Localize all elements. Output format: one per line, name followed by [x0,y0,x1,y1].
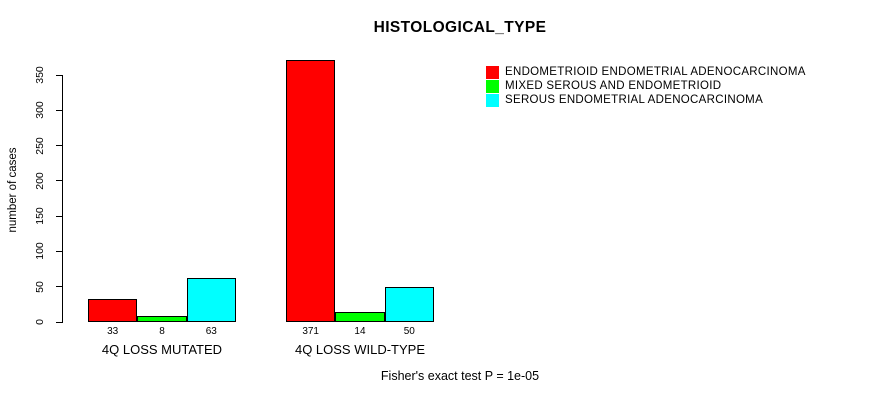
y-tick-label: 250 [34,136,46,155]
bar-value-label: 33 [107,326,119,337]
bar [186,277,236,322]
y-tick-label: 300 [34,101,46,120]
bar [286,60,336,322]
legend-label: ENDOMETRIOID ENDOMETRIAL ADENOCARCINOMA [505,66,806,78]
y-axis-label: number of cases [7,147,19,233]
chart-title: HISTOLOGICAL_TYPE [373,19,547,36]
legend-swatch [486,80,499,93]
legend-swatch [486,66,499,79]
y-tick-mark [56,215,62,217]
y-tick-mark [56,180,62,182]
bar-value-label: 8 [159,326,165,337]
y-tick-mark [56,145,62,147]
footnote: Fisher's exact test P = 1e-05 [380,369,540,383]
y-tick-label: 200 [34,172,46,190]
y-tick-label: 50 [34,280,46,293]
bar-value-label: 50 [403,326,415,337]
y-axis-line [62,75,63,323]
bar-value-label: 14 [354,326,366,337]
y-tick-mark [56,286,62,288]
bar [384,286,434,322]
y-tick-label: 350 [34,66,46,84]
legend-swatch [486,94,499,107]
y-tick-label: 100 [34,242,46,261]
y-tick-label: 0 [34,319,46,325]
bar [335,312,385,322]
y-tick-mark [56,250,62,252]
y-tick-mark [56,321,62,323]
y-tick-label: 150 [34,207,46,225]
x-group-label: 4Q LOSS WILD-TYPE [294,342,426,357]
legend-label: MIXED SEROUS AND ENDOMETRIOID [505,80,722,92]
legend-label: SEROUS ENDOMETRIAL ADENOCARCINOMA [505,94,764,106]
bar [88,298,138,322]
y-tick-mark [56,74,62,76]
bar-value-label: 63 [205,326,217,337]
x-group-label: 4Q LOSS MUTATED [101,342,223,357]
bar [137,316,187,322]
bar-value-label: 371 [302,326,319,337]
y-tick-mark [56,109,62,111]
